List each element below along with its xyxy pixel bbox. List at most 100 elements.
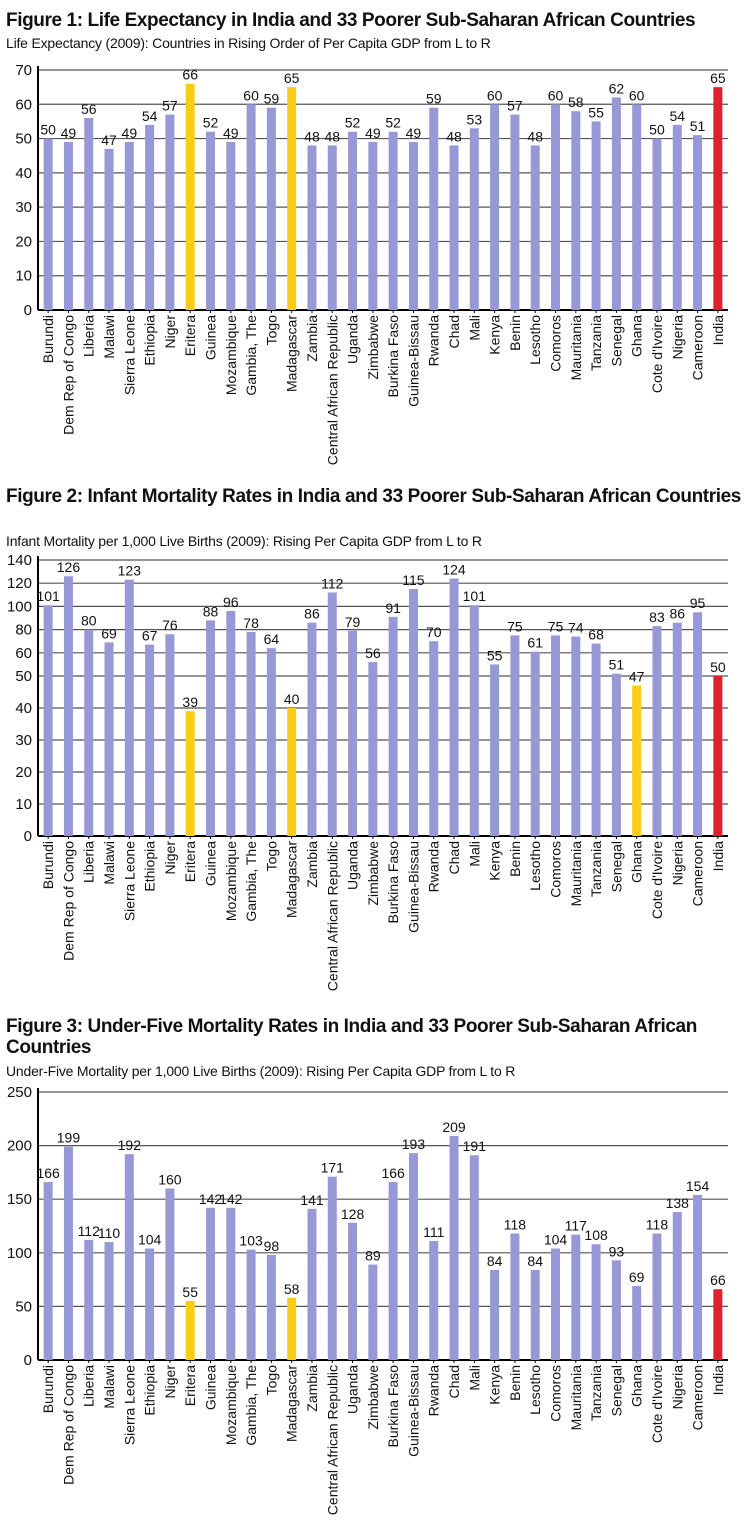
category-label: Mauritania [568, 315, 584, 381]
category-label: Uganda [345, 315, 361, 364]
y-tick-label: 100 [7, 1245, 32, 1262]
category-label: Zimbabwe [365, 841, 381, 906]
data-label: 193 [402, 1136, 426, 1152]
category-label: Central African Republic [324, 1365, 340, 1515]
data-label: 60 [548, 87, 564, 103]
y-tick-label: 30 [15, 732, 32, 749]
bar [266, 107, 276, 310]
bar [348, 131, 358, 310]
y-tick-label: 40 [15, 165, 32, 182]
data-label: 112 [321, 575, 344, 591]
bar [469, 605, 479, 836]
bar [246, 1249, 256, 1360]
category-label: Tanzania [588, 315, 604, 371]
data-label: 50 [40, 122, 56, 138]
data-label: 74 [568, 620, 584, 636]
category-label: Madagascar [284, 315, 300, 392]
category-label: Gambia, The [243, 315, 259, 396]
bar [368, 1264, 378, 1360]
y-tick-label: 50 [15, 131, 32, 148]
data-label: 47 [101, 132, 117, 148]
bar [469, 128, 479, 310]
data-label: 171 [321, 1160, 345, 1176]
figure-1-subtitle: Life Expectancy (2009): Countries in Ris… [6, 35, 491, 51]
category-label: Uganda [345, 1365, 361, 1414]
y-tick-label: 120 [7, 575, 32, 592]
category-label: Comoros [548, 1365, 564, 1422]
category-label: Lesotho [527, 315, 543, 365]
data-label: 115 [402, 572, 425, 588]
data-label: 52 [203, 115, 219, 131]
bar [63, 142, 73, 310]
data-label: 166 [36, 1165, 60, 1181]
bar [287, 87, 297, 311]
data-label: 111 [423, 1224, 444, 1240]
bar [246, 104, 256, 311]
category-label: Cameroon [690, 315, 706, 380]
data-label: 67 [142, 628, 158, 644]
data-label: 96 [223, 594, 239, 610]
data-label: 160 [158, 1171, 182, 1187]
bar [672, 1212, 682, 1360]
bar [84, 1239, 94, 1360]
data-label: 48 [527, 128, 543, 144]
data-label: 84 [487, 1253, 503, 1269]
y-tick-label: 140 [7, 552, 32, 569]
data-label: 154 [686, 1178, 710, 1194]
data-label: 80 [81, 613, 97, 629]
category-label: Togo [263, 315, 279, 346]
y-tick-label: 60 [15, 645, 32, 662]
bar [43, 605, 53, 836]
y-tick-label: 0 [24, 302, 32, 319]
category-label: Mali [466, 841, 482, 867]
category-label: Cameroon [690, 841, 706, 906]
bar [104, 1242, 114, 1360]
bar [591, 643, 601, 836]
data-label: 192 [118, 1137, 142, 1153]
data-label: 199 [57, 1130, 81, 1146]
data-label: 50 [710, 659, 726, 675]
category-label: Benin [507, 841, 523, 877]
bar [185, 1301, 195, 1360]
y-tick-label: 200 [7, 1138, 32, 1155]
bar [530, 145, 540, 310]
data-label: 48 [446, 128, 462, 144]
data-label: 52 [385, 115, 401, 131]
data-label: 118 [504, 1217, 527, 1233]
data-label: 59 [426, 91, 442, 107]
y-tick-label: 50 [15, 668, 32, 685]
category-label: Malawi [101, 315, 117, 359]
bar [124, 142, 134, 310]
category-label: Madagascar [284, 841, 300, 918]
category-label: Rwanda [426, 315, 442, 367]
bar [510, 635, 520, 836]
category-label: Comoros [548, 841, 564, 898]
bar [226, 611, 236, 836]
data-label: 141 [300, 1192, 324, 1208]
bar [84, 118, 94, 310]
data-label: 108 [584, 1227, 608, 1243]
category-label: Nigeria [669, 1365, 685, 1410]
category-label: Ghana [629, 1365, 645, 1407]
category-label: Liberia [81, 315, 97, 357]
bar [307, 1208, 317, 1360]
data-label: 60 [243, 87, 259, 103]
bar [429, 641, 439, 836]
bar [693, 1194, 703, 1360]
data-label: 65 [710, 70, 726, 86]
category-label: Uganda [345, 841, 361, 890]
bar [490, 664, 500, 836]
category-label: Ethiopia [142, 1365, 158, 1416]
data-label: 98 [264, 1238, 280, 1254]
bar [530, 651, 540, 836]
data-label: 123 [118, 563, 142, 579]
y-tick-label: 70 [15, 62, 32, 79]
category-label: Comoros [548, 315, 564, 372]
bar [327, 145, 337, 310]
data-label: 55 [487, 647, 503, 663]
category-label: Guinea-Bissau [405, 1365, 421, 1457]
category-label: Burkina Faso [385, 841, 401, 924]
figure-1-title: Figure 1: Life Expectancy in India and 3… [6, 10, 696, 31]
category-label: Tanzania [588, 841, 604, 897]
figure-3-subtitle: Under-Five Mortality per 1,000 Live Birt… [6, 1063, 516, 1079]
